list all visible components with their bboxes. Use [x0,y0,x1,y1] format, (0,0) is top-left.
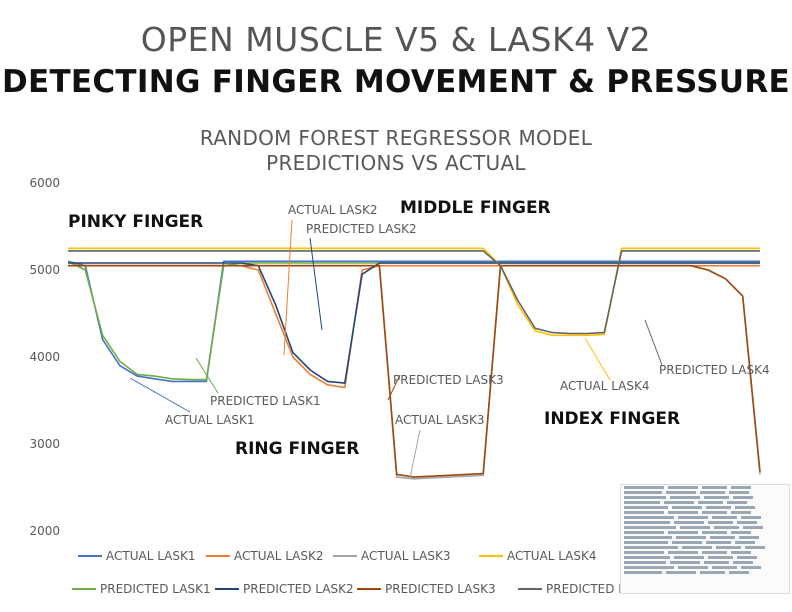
annotation-leader-1 [309,237,323,331]
annotation-leader-3 [129,377,191,413]
legend-label-0: ACTUAL LASK1 [106,549,196,563]
annotation-leader-2 [195,357,219,394]
series-line-6 [68,264,761,478]
page-title: OPEN MUSCLE V5 & LASK4 V2 [140,20,652,59]
legend-label-3: ACTUAL LASK4 [507,549,597,563]
annotation-9: ACTUAL LASK3 [395,413,485,427]
annotation-2: RING FINGER [235,439,359,459]
y-tick-label-2: 4000 [29,350,60,364]
annotation-leader-4 [387,374,401,401]
annotation-7: ACTUAL LASK1 [165,413,255,427]
legend-label-5: PREDICTED LASK2 [243,582,354,596]
annotation-6: PREDICTED LASK1 [210,394,321,408]
page-subtitle: DETECTING FINGER MOVEMENT & PRESSURE [1,64,791,100]
annotation-leader-6 [644,319,663,366]
annotation-0: PINKY FINGER [68,212,203,232]
y-tick-label-1: 5000 [29,263,60,277]
annotation-5: PREDICTED LASK2 [306,222,417,236]
annotation-1: MIDDLE FINGER [400,198,551,218]
series-line-1 [68,264,760,389]
annotation-8: PREDICTED LASK3 [393,373,504,387]
legend-label-6: PREDICTED LASK3 [385,582,496,596]
legend-label-2: ACTUAL LASK3 [361,549,451,563]
chart-title-line2: PREDICTIONS VS ACTUAL [266,151,526,175]
file-list-thumbnail [620,484,790,594]
annotation-10: PREDICTED LASK4 [659,363,770,377]
chart-title-line1: RANDOM FOREST REGRESSOR MODEL [199,126,593,150]
legend-label-4: PREDICTED LASK1 [100,582,211,596]
y-tick-label-0: 6000 [29,176,60,190]
annotation-leader-5 [409,429,421,479]
series-line-0 [67,260,760,383]
annotation-3: INDEX FINGER [544,409,680,429]
annotation-leader-7 [584,337,611,381]
series-line-3 [68,247,760,337]
legend-label-1: ACTUAL LASK2 [234,549,324,563]
y-tick-label-3: 3000 [29,437,60,451]
annotation-4: ACTUAL LASK2 [288,203,378,217]
annotation-leader-0 [283,219,293,356]
annotation-11: ACTUAL LASK4 [560,379,650,393]
y-tick-label-4: 2000 [29,524,60,538]
series-line-7 [68,250,760,335]
series-line-4 [67,260,760,381]
series-line-5 [68,262,760,384]
